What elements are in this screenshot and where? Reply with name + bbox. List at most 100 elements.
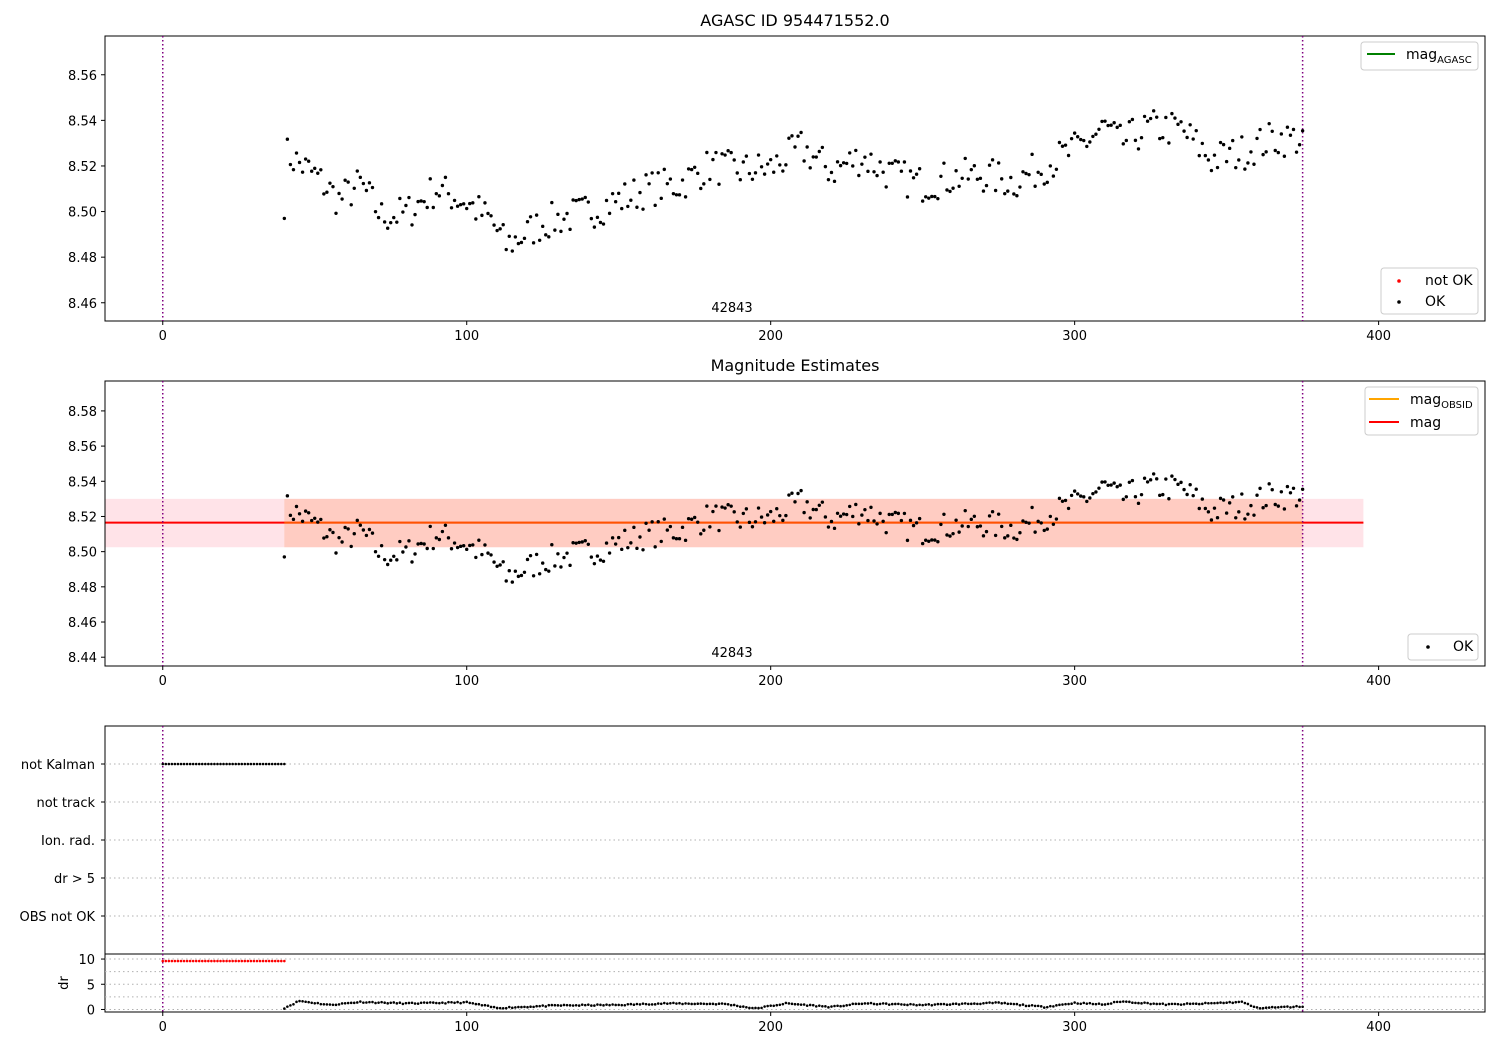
panel-2-ok-point [720, 505, 724, 509]
panel-2-ok-point [1018, 531, 1022, 535]
panel-1-ok-point [455, 204, 460, 208]
panel-4-dr-point [371, 1000, 374, 1004]
panel-4-dr-point [1286, 1005, 1289, 1008]
panel-2-ok-point [501, 560, 505, 564]
panel-2-ok-point [936, 540, 940, 544]
panel-4-dr-point [559, 1004, 563, 1007]
panel-2-ok-point [401, 550, 405, 554]
panel-2-ok-point [635, 546, 639, 551]
panel-1-ok-point [945, 188, 949, 192]
panel-4-dr-point [407, 1001, 411, 1005]
panel-1-ok-point [744, 154, 749, 158]
panel-2-ok-point [1255, 493, 1259, 497]
panel-2-ok-point [1252, 513, 1256, 517]
panel-2-ytick-label: 8.50 [68, 546, 97, 561]
panel-2-obsid-label: 42843 [711, 646, 752, 661]
panel-1-ok-point [726, 149, 730, 153]
panel-1-ok-point [607, 211, 612, 216]
panel-1-ok-point [592, 225, 597, 229]
panel-1-ok-point [544, 233, 548, 237]
panel-4-dr-point [538, 1004, 541, 1008]
panel-2-ok-point [598, 558, 603, 562]
panel-1-ok-point [765, 162, 770, 166]
panel-4-dr-point [985, 1001, 988, 1005]
panel-1-ok-point [522, 236, 527, 241]
panel-2-ok-point [1155, 477, 1159, 481]
panel-4-dr-point [331, 1003, 335, 1007]
panel-4-dr-point [1058, 1003, 1061, 1007]
panel-2-legend-obsid-sub: OBSID [1441, 400, 1473, 411]
panel-1-ok-point [407, 195, 411, 200]
panel-4-dr-point [580, 1003, 584, 1006]
panel-2-ok-point [425, 546, 429, 551]
panel-2-ok-point [793, 500, 797, 504]
panel-2-ok-point [477, 538, 481, 542]
panel-1-ok-point [443, 175, 448, 180]
panel-1-ok-point [1224, 159, 1229, 164]
panel-2-ok-point [1088, 496, 1092, 500]
panel-4-dr-red-point [161, 959, 165, 963]
panel-1-legend-agasc-sub: AGASC [1437, 55, 1472, 66]
panel-2-ok-point [620, 547, 624, 552]
panel-2-ok-point [708, 525, 712, 529]
panel-1-ok-point [309, 169, 314, 173]
panel-3-not-kalman-point [213, 762, 216, 766]
panel-2-ok-point [455, 545, 460, 550]
panel-2-ok-point [1300, 487, 1305, 492]
panel-4-dr-point [1109, 1002, 1113, 1005]
panel-1-ok-point [650, 171, 654, 175]
panel-1-ok-point [942, 161, 946, 165]
panel-1-xtick-label: 300 [1062, 329, 1087, 344]
panel-2-ok-point [443, 523, 448, 527]
panel-4-dr-point [997, 1001, 1000, 1004]
panel-4-dr-red-point [273, 959, 277, 963]
panel-1-ok-point [747, 171, 752, 176]
panel-1-ok-point [297, 160, 302, 165]
panel-1-ok-point [568, 227, 572, 232]
panel-1-ok-point [1088, 140, 1092, 144]
panel-2-ok-point [303, 509, 308, 513]
panel-4-dr-point [1280, 1005, 1283, 1009]
panel-2-ok-point [723, 506, 727, 510]
panel-1-ok-point [914, 172, 919, 176]
panel-1-ok-point [553, 228, 557, 232]
panel-4-dr-point [483, 1003, 487, 1007]
panel-2-ok-point [1039, 521, 1043, 525]
panel-4-dr-point [951, 1002, 955, 1006]
panel-4-ytick-label: 0 [87, 1003, 95, 1018]
panel-4-dr-point [359, 1000, 362, 1003]
panel-1-ok-point [1127, 119, 1132, 124]
panel-4-dr-red-point [170, 959, 174, 963]
panel-4-dr-point [587, 1003, 590, 1006]
panel-3-not-kalman-point [164, 762, 168, 766]
panel-1-ok-point [741, 160, 746, 164]
panel-4-dr-point [1207, 1001, 1210, 1005]
panel-4-dr-point [1045, 1005, 1049, 1009]
panel-1-ok-point [422, 199, 426, 204]
panel-4-dr-point [1094, 1002, 1098, 1006]
panel-4-dr-point [833, 1004, 836, 1008]
panel-1-ok-point [999, 177, 1004, 181]
panel-3-not-kalman-point [167, 762, 171, 766]
panel-2-ok-point [1127, 480, 1132, 485]
panel-2-ok-point [1079, 494, 1083, 498]
panel-1-ok-point [446, 191, 451, 196]
panel-2-ok-point [592, 561, 597, 566]
panel-1-ok-point [772, 170, 776, 174]
panel-1-ok-point [1252, 162, 1256, 166]
panel-1-ok-point [963, 156, 967, 161]
panel-4-dr-point [890, 1002, 894, 1006]
panel-4-dr-point [903, 1003, 906, 1006]
panel-1-ok-point [337, 191, 341, 196]
panel-1-ok-point [1264, 150, 1268, 154]
panel-1-ok-point [750, 177, 755, 181]
panel-1-ok-point [434, 191, 439, 196]
panel-4-dr-point [474, 1002, 478, 1006]
panel-4-dr-point [1125, 1000, 1128, 1003]
panel-1-ok-point [644, 173, 648, 177]
panel-3-not-kalman-point [273, 762, 277, 766]
panel-4-dr-point [754, 1006, 757, 1010]
panel-4-dr-point [1194, 1002, 1198, 1006]
panel-2-ok-point [568, 563, 572, 568]
panel-1-ok-point [604, 198, 609, 203]
